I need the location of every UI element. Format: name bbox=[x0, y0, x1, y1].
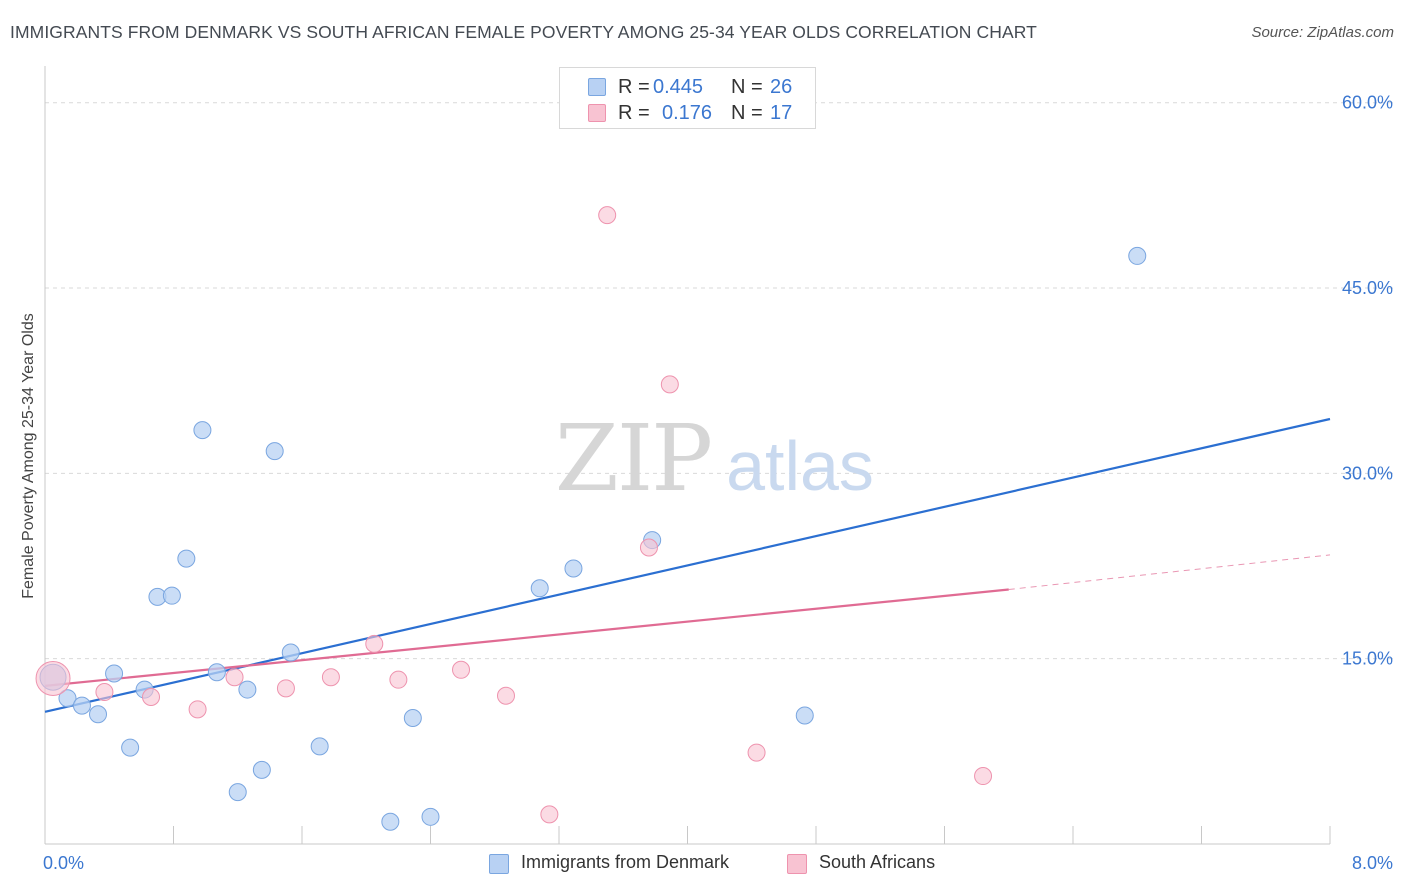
tick-labels: 15.0% 30.0% 45.0% 60.0% 0.0% 8.0% bbox=[43, 93, 1393, 873]
data-point-denmark bbox=[238, 680, 257, 699]
data-point-denmark bbox=[795, 706, 814, 725]
legend-n-value: 17 bbox=[770, 102, 793, 124]
legend-r-value: 0.445 bbox=[653, 76, 704, 98]
trend-line-extension bbox=[1008, 554, 1331, 590]
data-point-denmark bbox=[421, 807, 440, 826]
data-point-south-africans bbox=[389, 670, 408, 689]
data-point-denmark bbox=[252, 760, 271, 779]
data-point-south-africans bbox=[35, 660, 71, 696]
grid-layer bbox=[45, 102, 1395, 660]
data-point-south-africans bbox=[276, 679, 295, 698]
legend-r-label: R = bbox=[618, 76, 650, 98]
axes bbox=[44, 66, 1331, 845]
data-point-south-africans bbox=[747, 743, 766, 762]
legend-swatch-blue bbox=[489, 854, 509, 874]
data-point-south-africans bbox=[95, 683, 114, 702]
data-point-south-africans bbox=[540, 805, 559, 824]
chart-title: IMMIGRANTS FROM DENMARK VS SOUTH AFRICAN… bbox=[10, 22, 1037, 42]
y-tick-label: 15.0% bbox=[1342, 649, 1393, 669]
data-point-denmark bbox=[310, 737, 329, 756]
legend-n-label: N = bbox=[731, 102, 763, 124]
series-legend: Immigrants from Denmark South Africans bbox=[0, 851, 1406, 877]
data-point-denmark bbox=[105, 664, 124, 683]
data-point-denmark bbox=[193, 421, 212, 440]
correlation-legend: R = 0.445 N = 26 R = 0.176 N = 17 bbox=[559, 67, 816, 129]
data-point-denmark bbox=[58, 689, 77, 708]
trend-line-south-africans bbox=[44, 588, 1009, 687]
data-point-south-africans bbox=[974, 767, 993, 786]
source-credit: Source: ZipAtlas.com bbox=[1251, 24, 1394, 41]
data-point-south-africans bbox=[142, 687, 161, 706]
x-tick-label: 8.0% bbox=[1352, 853, 1393, 873]
data-point-south-africans bbox=[598, 206, 617, 225]
data-point-denmark bbox=[228, 783, 247, 802]
legend-r-label: R = bbox=[618, 102, 650, 124]
data-point-denmark bbox=[89, 705, 108, 724]
legend-swatch-pink bbox=[588, 104, 606, 122]
y-tick-label: 45.0% bbox=[1342, 278, 1393, 298]
data-point-south-africans bbox=[225, 668, 244, 687]
data-point-denmark bbox=[564, 559, 583, 578]
data-point-denmark bbox=[281, 643, 300, 662]
legend-row-denmark: R = 0.445 N = 26 bbox=[560, 76, 815, 100]
y-tick-label: 30.0% bbox=[1342, 463, 1393, 483]
watermark-atlas: atlas bbox=[726, 427, 874, 505]
data-point-denmark bbox=[381, 812, 400, 831]
trend-line-denmark bbox=[44, 417, 1331, 713]
data-points bbox=[35, 206, 1147, 831]
legend-swatch-pink bbox=[787, 854, 807, 874]
data-point-denmark bbox=[403, 708, 422, 727]
legend-r-value: 0.176 bbox=[662, 102, 713, 124]
legend-swatch-blue bbox=[588, 78, 606, 96]
data-point-denmark bbox=[177, 549, 196, 568]
data-point-south-africans bbox=[365, 634, 384, 653]
legend-n-label: N = bbox=[731, 76, 763, 98]
data-point-south-africans bbox=[496, 686, 515, 705]
y-tick-label: 60.0% bbox=[1342, 93, 1393, 113]
trend-lines bbox=[44, 417, 1331, 713]
data-point-denmark bbox=[207, 663, 226, 682]
data-point-south-africans bbox=[452, 660, 471, 679]
legend-row-south-africans: R = 0.176 N = 17 bbox=[560, 102, 815, 126]
watermark-zip: ZIP bbox=[555, 405, 711, 512]
legend-label-denmark: Immigrants from Denmark bbox=[521, 852, 730, 872]
data-point-denmark bbox=[72, 696, 91, 715]
data-point-denmark bbox=[121, 738, 140, 757]
data-point-denmark bbox=[162, 586, 181, 605]
data-point-denmark bbox=[530, 579, 549, 598]
data-point-denmark bbox=[265, 442, 284, 461]
x-tick-label: 0.0% bbox=[43, 853, 84, 873]
data-point-south-africans bbox=[188, 700, 207, 719]
data-point-south-africans bbox=[321, 668, 340, 687]
data-point-south-africans bbox=[639, 538, 658, 557]
legend-label-south-africans: South Africans bbox=[819, 852, 936, 872]
legend-n-value: 26 bbox=[770, 76, 793, 98]
data-point-denmark bbox=[1128, 246, 1147, 265]
data-point-south-africans bbox=[660, 375, 679, 394]
watermark: ZIP atlas bbox=[555, 405, 874, 512]
